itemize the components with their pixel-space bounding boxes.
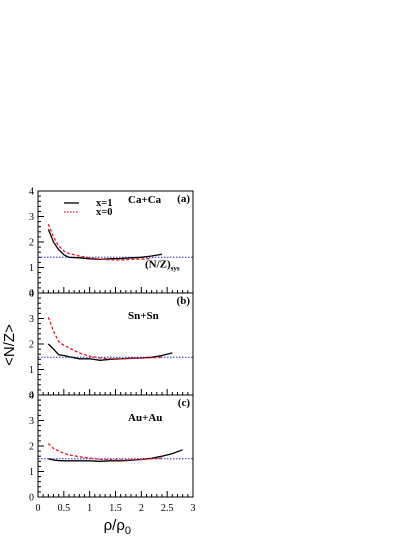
- y-tick-label: 3: [29, 416, 34, 427]
- reference-label-main: (N/Z): [145, 258, 171, 270]
- reference-label-subscript: sys: [171, 264, 180, 272]
- y-tick-label: 0: [29, 289, 34, 300]
- x-tick-label: 2.5: [161, 503, 174, 514]
- x-axis-title-main: ρ/ρ: [104, 517, 125, 534]
- x-axis-title-subscript: 0: [125, 525, 131, 537]
- legend-label: x=1: [96, 198, 112, 209]
- series-line-x1: [47, 229, 163, 260]
- panel-2: 0 1 2 3 4 (b) Sn+Sn: [29, 289, 194, 402]
- y-tick-label: 1: [29, 467, 34, 478]
- y-tick-label: 4: [29, 187, 34, 198]
- system-label: Ca+Ca: [128, 194, 162, 206]
- y-tick-label: 2: [29, 238, 34, 249]
- y-tick-label: 4: [29, 289, 34, 300]
- y-tick-label: 3: [29, 314, 34, 325]
- system-label: Sn+Sn: [128, 310, 159, 322]
- panel-tag: (b): [177, 295, 191, 307]
- x-tick-label: 1.5: [109, 503, 122, 514]
- y-tick-label: 1: [29, 365, 34, 376]
- x-tick-label: 2: [139, 503, 144, 514]
- y-tick-label: 0: [29, 391, 34, 402]
- panel-frame: [37, 190, 194, 294]
- chart-panels: 0 1 2 3 4 (a) Ca+Ca x=1x=0 (N/Z)sys 0 1 2 3 4 (b) Sn+Sn…: [29, 187, 196, 515]
- y-tick-label: 1: [29, 263, 34, 274]
- y-tick-label: 2: [29, 442, 34, 453]
- panel-1: 0 1 2 3 4 (a) Ca+Ca x=1x=0 (N/Z)sys: [29, 187, 194, 300]
- y-tick-label: 4: [29, 391, 34, 402]
- system-label: Au+Au: [128, 412, 162, 424]
- y-axis-title: <N/Z>: [1, 324, 18, 366]
- reference-label: (N/Z)sys: [145, 258, 180, 272]
- panel-frame: [37, 394, 194, 498]
- panel-tag: (c): [178, 397, 191, 409]
- panel-tag: (a): [177, 193, 190, 205]
- panel-frame: [37, 292, 194, 396]
- series-line-x0: [47, 317, 163, 360]
- x-tick-label: 0: [36, 503, 41, 514]
- x-tick-label: 0.5: [58, 503, 71, 514]
- series-line-x1: [47, 343, 173, 361]
- x-axis-title: ρ/ρ0: [104, 517, 131, 537]
- x-tick-label: 3: [191, 503, 196, 514]
- y-tick-label: 0: [29, 493, 34, 504]
- series-line-x1: [48, 449, 183, 462]
- y-tick-label: 3: [29, 212, 34, 223]
- x-tick-label: 1: [87, 503, 92, 514]
- legend-label: x=0: [96, 207, 112, 218]
- series-line-x0: [47, 442, 163, 461]
- y-tick-label: 2: [29, 340, 34, 351]
